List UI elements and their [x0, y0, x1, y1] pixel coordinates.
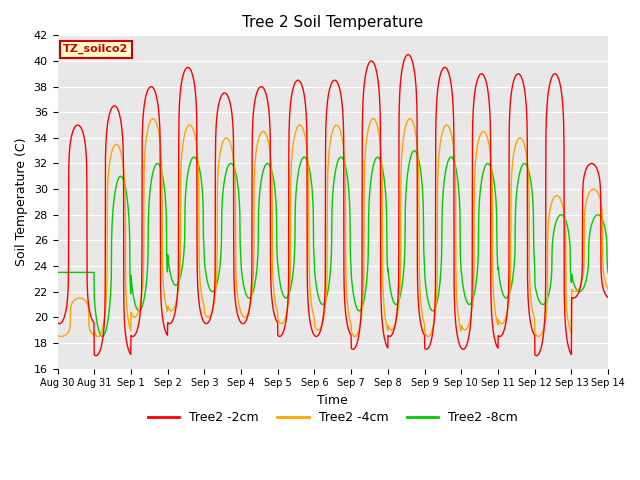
Tree2 -2cm	[556, 81, 564, 86]
Tree2 -4cm	[207, 312, 215, 317]
Tree2 -8cm	[410, 148, 418, 154]
Tree2 -8cm	[493, 252, 501, 258]
Tree2 -2cm	[54, 320, 61, 326]
Line: Tree2 -2cm: Tree2 -2cm	[58, 55, 608, 356]
Tree2 -4cm	[361, 158, 369, 164]
Title: Tree 2 Soil Temperature: Tree 2 Soil Temperature	[242, 15, 424, 30]
Tree2 -4cm	[369, 116, 377, 121]
Tree2 -8cm	[207, 288, 215, 294]
Tree2 -8cm	[349, 287, 356, 293]
Tree2 -8cm	[604, 270, 612, 276]
Tree2 -8cm	[556, 212, 564, 218]
Tree2 -2cm	[207, 312, 215, 318]
Legend: Tree2 -2cm, Tree2 -4cm, Tree2 -8cm: Tree2 -2cm, Tree2 -4cm, Tree2 -8cm	[143, 406, 523, 429]
Tree2 -2cm	[493, 344, 501, 350]
Line: Tree2 -8cm: Tree2 -8cm	[58, 151, 608, 336]
Tree2 -4cm	[493, 319, 501, 325]
Text: TZ_soilco2: TZ_soilco2	[63, 44, 128, 54]
Line: Tree2 -4cm: Tree2 -4cm	[58, 119, 608, 336]
Tree2 -2cm	[604, 295, 612, 300]
Tree2 -2cm	[572, 295, 579, 300]
Tree2 -2cm	[349, 347, 356, 352]
Tree2 -4cm	[54, 333, 61, 338]
Tree2 -2cm	[404, 52, 412, 58]
X-axis label: Time: Time	[317, 394, 348, 407]
Tree2 -2cm	[92, 353, 100, 359]
Y-axis label: Soil Temperature (C): Soil Temperature (C)	[15, 138, 28, 266]
Tree2 -4cm	[572, 289, 579, 295]
Tree2 -2cm	[361, 77, 369, 83]
Tree2 -8cm	[572, 285, 579, 290]
Tree2 -4cm	[349, 332, 356, 337]
Tree2 -8cm	[99, 334, 106, 339]
Tree2 -4cm	[556, 195, 564, 201]
Tree2 -4cm	[351, 334, 359, 339]
Tree2 -4cm	[604, 286, 612, 292]
Tree2 -8cm	[361, 293, 369, 299]
Tree2 -8cm	[54, 270, 61, 276]
